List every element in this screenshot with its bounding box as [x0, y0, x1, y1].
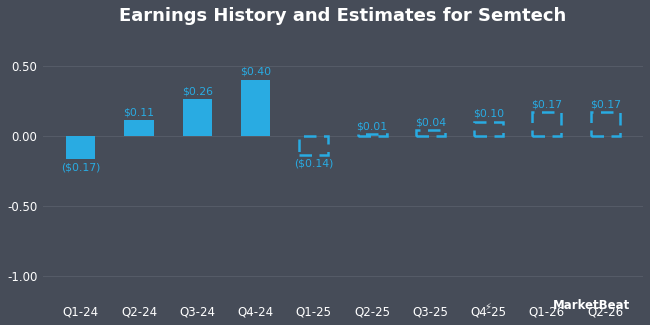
Text: $0.10: $0.10	[473, 109, 504, 119]
Bar	[474, 122, 503, 136]
Text: $0.26: $0.26	[182, 86, 213, 97]
Bar	[532, 112, 562, 136]
Bar	[358, 134, 387, 136]
Bar	[416, 130, 445, 136]
Text: ⚡: ⚡	[484, 302, 491, 312]
Text: $0.17: $0.17	[590, 99, 621, 109]
Bar	[66, 136, 96, 160]
Title: Earnings History and Estimates for Semtech: Earnings History and Estimates for Semte…	[120, 7, 567, 25]
Text: $0.01: $0.01	[357, 122, 387, 132]
Text: MarketBeat: MarketBeat	[553, 299, 630, 312]
Text: $0.17: $0.17	[532, 99, 562, 109]
Text: $0.40: $0.40	[240, 67, 271, 77]
Bar	[183, 99, 212, 136]
Text: ($0.14): ($0.14)	[294, 158, 333, 168]
Text: $0.11: $0.11	[124, 108, 155, 117]
Bar	[299, 136, 328, 155]
Bar	[124, 120, 153, 136]
Bar	[241, 80, 270, 136]
Text: $0.04: $0.04	[415, 117, 446, 127]
Text: ($0.17): ($0.17)	[61, 162, 101, 172]
Bar	[591, 112, 619, 136]
